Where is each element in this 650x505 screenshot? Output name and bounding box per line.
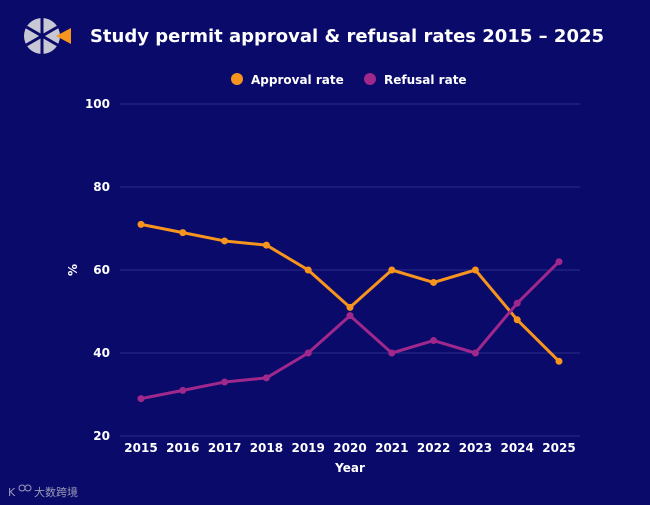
point-approval-rate-2023	[471, 266, 479, 274]
x-tick-label-2021: 2021	[375, 441, 408, 455]
legend-label-refusal: Refusal rate	[384, 73, 467, 87]
point-refusal-rate-2019	[304, 349, 312, 357]
point-approval-rate-2020	[346, 303, 354, 311]
point-approval-rate-2015	[137, 220, 145, 228]
point-refusal-rate-2017	[221, 378, 229, 386]
x-tick-label-2015: 2015	[124, 441, 157, 455]
x-tick-label-2020: 2020	[333, 441, 366, 455]
y-tick-label-20: 20	[93, 429, 110, 443]
x-tick-label-2019: 2019	[291, 441, 324, 455]
point-approval-rate-2017	[221, 237, 229, 245]
legend: Approval rate Refusal rate	[231, 73, 467, 87]
point-refusal-rate-2021	[388, 349, 396, 357]
y-axis-label: %	[66, 264, 80, 276]
y-tick-label-60: 60	[93, 263, 110, 277]
point-refusal-rate-2016	[179, 386, 187, 394]
point-approval-rate-2022	[430, 278, 438, 286]
x-tick-label-2024: 2024	[500, 441, 533, 455]
x-tick-label-2016: 2016	[166, 441, 199, 455]
y-tick-label-100: 100	[85, 97, 110, 111]
legend-marker-refusal	[364, 73, 376, 85]
y-tick-label-80: 80	[93, 180, 110, 194]
point-approval-rate-2021	[388, 266, 396, 274]
x-tick-label-2025: 2025	[542, 441, 575, 455]
point-approval-rate-2019	[304, 266, 312, 274]
point-approval-rate-2016	[179, 229, 187, 237]
series-line-approval-rate	[140, 222, 561, 363]
y-tick-label-40: 40	[93, 346, 110, 360]
y-tick-labels: 20 40 60 80 100	[85, 97, 110, 443]
point-refusal-rate-2023	[471, 349, 479, 357]
point-refusal-rate-2018	[262, 374, 270, 382]
aperture-logo-icon	[24, 18, 71, 54]
gridlines	[120, 103, 580, 437]
point-refusal-rate-2024	[513, 299, 521, 307]
point-approval-rate-2018	[262, 241, 270, 249]
legend-label-approval: Approval rate	[251, 73, 344, 87]
x-tick-labels: 2015 2016 2017 2018 2019 2020 2021 2022 2023 2024…	[124, 441, 575, 455]
chart-title: Study permit approval & refusal rates 20…	[90, 26, 604, 47]
x-axis-label: Year	[334, 461, 365, 475]
series-lines	[140, 222, 561, 401]
point-approval-rate-2024	[513, 316, 521, 324]
brand-watermark: K 大数跨境	[8, 484, 78, 499]
watermark-text: 大数跨境	[34, 485, 78, 499]
brand-watermark-icon: K	[8, 484, 32, 499]
x-tick-label-2023: 2023	[459, 441, 492, 455]
legend-marker-approval	[231, 73, 243, 85]
point-refusal-rate-2020	[346, 312, 354, 320]
point-approval-rate-2025	[555, 357, 563, 365]
svg-text:K: K	[8, 486, 16, 499]
series-points	[137, 220, 563, 403]
point-refusal-rate-2015	[137, 395, 145, 403]
x-tick-label-2017: 2017	[208, 441, 241, 455]
series-line-refusal-rate	[140, 260, 561, 401]
point-refusal-rate-2025	[555, 258, 563, 266]
point-refusal-rate-2022	[430, 337, 438, 345]
x-tick-label-2022: 2022	[417, 441, 450, 455]
x-tick-label-2018: 2018	[250, 441, 283, 455]
